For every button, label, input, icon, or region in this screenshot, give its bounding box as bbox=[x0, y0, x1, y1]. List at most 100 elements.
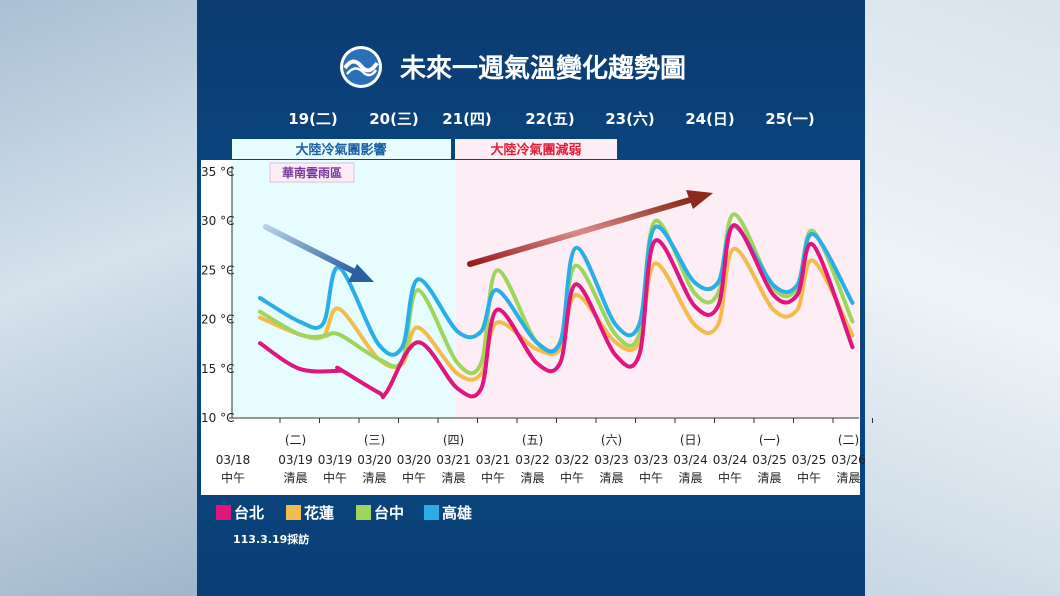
annotation-label: 華南雲雨區 bbox=[282, 165, 342, 180]
x-tick-date: 03/22 bbox=[555, 453, 590, 467]
legend-swatch-hualien bbox=[286, 505, 301, 520]
x-tick-weekday: (一) bbox=[759, 433, 780, 447]
y-tick-label: 15 °C bbox=[201, 362, 234, 376]
data-point-hualien bbox=[416, 325, 420, 330]
x-tick-time: 中午 bbox=[639, 470, 663, 485]
x-tick-date: 03/25 bbox=[752, 453, 787, 467]
data-point-kaohsiung bbox=[455, 329, 460, 334]
x-tick-date: 03/23 bbox=[634, 453, 669, 467]
x-ticks: 03/18 中午 (二) 03/19 清晨 03/19 中午 (三) 03/20 清晨 03/20 中… bbox=[216, 418, 873, 485]
x-tick-date: 03/18 bbox=[216, 453, 251, 467]
data-point-kaohsiung bbox=[771, 283, 776, 287]
day-label: 21(四) bbox=[442, 110, 492, 128]
data-point-taipei bbox=[732, 223, 736, 227]
x-tick-date: 03/25 bbox=[792, 453, 827, 467]
day-label: 23(六) bbox=[605, 110, 655, 128]
x-tick-date: 03/24 bbox=[673, 453, 708, 467]
x-tick-time: 中午 bbox=[560, 470, 584, 485]
y-tick-label: 20 °C bbox=[201, 313, 234, 327]
period-band-cold bbox=[232, 139, 451, 159]
data-point-taichung bbox=[455, 361, 460, 365]
data-point-hualien bbox=[850, 333, 855, 337]
x-tick-date: 03/20 bbox=[397, 453, 432, 467]
x-tick-time: 中午 bbox=[481, 470, 505, 485]
up-trend-arrow-icon bbox=[467, 190, 713, 267]
data-point-taipei bbox=[297, 367, 302, 371]
y-tick-label: 25 °C bbox=[201, 263, 234, 277]
x-tick-date: 03/22 bbox=[515, 453, 550, 467]
footnote: 113.3.19採訪 bbox=[233, 532, 309, 546]
x-tick-time: 清晨 bbox=[836, 471, 860, 485]
data-point-kaohsiung bbox=[534, 340, 539, 344]
data-point-kaohsiung bbox=[297, 319, 302, 324]
x-tick-time: 清晨 bbox=[441, 471, 465, 485]
period-label-cold: 大陸冷氣團影響 bbox=[295, 142, 386, 158]
plot-bg-cold bbox=[232, 160, 456, 418]
data-point-hualien bbox=[692, 322, 697, 327]
data-point-taipei bbox=[495, 308, 499, 312]
data-point-taichung bbox=[653, 219, 657, 223]
down-trend-arrow-icon bbox=[263, 224, 374, 282]
data-point-taipei bbox=[534, 361, 539, 365]
data-point-taichung bbox=[297, 332, 302, 336]
data-point-taichung bbox=[416, 288, 420, 292]
x-tick-weekday: (四) bbox=[443, 433, 464, 447]
x-tick-time: 中午 bbox=[402, 470, 426, 485]
data-point-taichung bbox=[258, 310, 262, 314]
x-tick-time: 中午 bbox=[221, 470, 245, 485]
data-point-taichung bbox=[495, 268, 499, 272]
data-point-taichung bbox=[337, 332, 341, 336]
period-label-weak: 大陸冷氣團減弱 bbox=[490, 142, 581, 158]
x-tick-date: 03/23 bbox=[594, 453, 629, 467]
data-point-hualien bbox=[495, 320, 499, 325]
x-tick-time: 清晨 bbox=[599, 471, 623, 485]
data-point-kaohsiung bbox=[258, 296, 262, 300]
data-point-hualien bbox=[653, 261, 657, 266]
data-point-taipei bbox=[613, 353, 618, 357]
data-point-kaohsiung bbox=[613, 322, 618, 327]
data-point-hualien bbox=[574, 293, 578, 297]
cwa-logo-icon bbox=[340, 46, 382, 88]
data-point-kaohsiung bbox=[850, 301, 855, 305]
data-point-kaohsiung bbox=[416, 277, 420, 281]
data-point-kaohsiung bbox=[692, 280, 697, 284]
x-tick-time: 清晨 bbox=[362, 471, 386, 485]
data-point-hualien bbox=[534, 347, 539, 351]
data-point-taipei bbox=[455, 386, 460, 391]
y-ticks: 10 °C 15 °C 20 °C 25 °C 30 °C 35 °C bbox=[201, 165, 234, 425]
data-point-taichung bbox=[574, 263, 578, 268]
data-point-taipei bbox=[653, 239, 657, 243]
x-tick-date: 03/24 bbox=[713, 453, 748, 467]
x-tick-time: 中午 bbox=[797, 470, 821, 485]
x-tick-date: 03/19 bbox=[278, 453, 313, 467]
background-right bbox=[865, 0, 1060, 596]
background-left bbox=[0, 0, 197, 596]
data-point-hualien bbox=[732, 247, 736, 251]
data-point-taichung bbox=[613, 332, 618, 336]
data-point-taipei bbox=[692, 304, 697, 308]
data-point-taipei bbox=[376, 390, 381, 395]
period-band-weak bbox=[455, 139, 617, 159]
x-tick-date: 03/20 bbox=[357, 453, 392, 467]
day-label: 20(三) bbox=[369, 110, 419, 128]
x-tick-time: 清晨 bbox=[283, 471, 307, 485]
x-tick-weekday: (二) bbox=[838, 433, 859, 447]
chart-title: 未來一週氣溫變化趨勢圖 bbox=[400, 53, 686, 84]
x-tick-weekday: (二) bbox=[285, 433, 306, 447]
x-tick-date: 03/21 bbox=[476, 453, 511, 467]
data-point-taichung bbox=[850, 319, 855, 324]
series-group bbox=[258, 212, 855, 400]
data-point-taipei bbox=[574, 282, 578, 286]
day-label: 22(五) bbox=[525, 110, 575, 128]
legend-swatch-kaohsiung bbox=[424, 505, 439, 520]
y-tick-label: 10 °C bbox=[201, 411, 234, 425]
data-point-kaohsiung bbox=[653, 225, 657, 229]
data-point-kaohsiung bbox=[811, 232, 815, 236]
data-point-kaohsiung bbox=[376, 342, 381, 346]
x-tick-time: 中午 bbox=[323, 470, 347, 485]
data-point-kaohsiung bbox=[574, 246, 578, 250]
data-point-taipei bbox=[811, 243, 815, 247]
data-point-hualien bbox=[337, 307, 341, 311]
x-tick-time: 清晨 bbox=[757, 471, 781, 485]
